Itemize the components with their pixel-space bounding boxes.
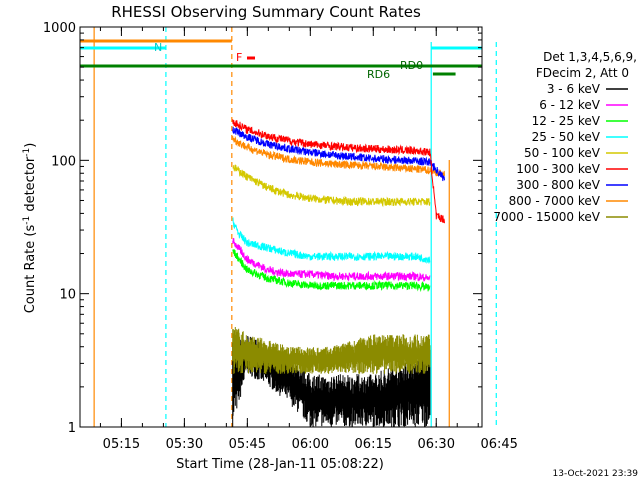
legend-entries: 3 - 6 keV 6 - 12 keV 12 - 25 keV 25 - 50 ke… [493,82,628,224]
timestamp: 13-Oct-2021 23:39 [553,469,639,479]
x-tick-label: 06:30 [418,437,455,452]
y-axis: 1 10 100 1000 [43,21,482,436]
plot-area [80,27,497,427]
series-line-3 [232,164,431,208]
legend-header-1: Det 1,3,4,5,6,9, [543,50,637,64]
legend: Det 1,3,4,5,6,9, FDecim 2, Att 0 3 - 6 k… [493,50,637,224]
x-tick-label: 06:15 [355,437,392,452]
x-tick-label: 06:45 [480,437,517,452]
flag-labels: N F RD6 RD0 [154,41,423,81]
flag-label-f: F [236,51,242,64]
legend-label: 6 - 12 keV [539,98,601,112]
y-axis-label: Count Rate (s-1 detector-1) [22,143,38,314]
series-line-4 [232,135,445,179]
x-tick-label: 05:15 [103,437,140,452]
y-axis-label-end: ) [23,143,38,148]
flag-label-rd0: RD0 [400,59,423,72]
legend-label: 3 - 6 keV [547,82,601,96]
y-tick-label: 1000 [43,21,76,36]
y-tick-label: 100 [51,154,76,169]
y-tick-label: 1 [68,421,76,436]
legend-label: 7000 - 15000 keV [493,210,600,224]
series-band-path [232,327,431,374]
legend-label: 50 - 100 keV [524,146,601,160]
flag-label-n: N [154,41,162,54]
series-line-1 [232,249,431,293]
y-axis-label-sup-2: -1 [22,148,32,157]
plot-frame [79,26,483,428]
series-band-1 [232,327,431,374]
y-axis-label-mid: detector [23,156,38,216]
x-axis-label: Start Time (28-Jan-11 05:08:22) [176,457,384,472]
legend-label: 100 - 300 keV [516,162,600,176]
legend-header-2: FDecim 2, Att 0 [536,66,629,80]
x-axis: 05:15 05:30 05:45 06:00 06:15 06:30 06:45 [99,27,518,452]
series-line-0 [232,237,431,282]
x-tick-label: 05:30 [166,437,203,452]
x-tick-label: 06:00 [292,437,329,452]
flag-label-rd6: RD6 [367,68,390,81]
chart-title: RHESSI Observing Summary Count Rates [111,3,421,21]
series-line-6 [232,119,445,224]
y-axis-label-sup-1: -1 [22,216,32,225]
legend-label: 12 - 25 keV [532,114,601,128]
legend-label: 25 - 50 keV [532,130,601,144]
legend-label: 300 - 800 keV [516,178,600,192]
x-tick-label: 05:45 [229,437,266,452]
series-line-5 [232,126,445,182]
y-axis-label-main: Count Rate (s [23,225,38,314]
legend-label: 800 - 7000 keV [509,194,601,208]
series-line-2 [232,217,431,264]
y-tick-label: 10 [59,288,76,303]
